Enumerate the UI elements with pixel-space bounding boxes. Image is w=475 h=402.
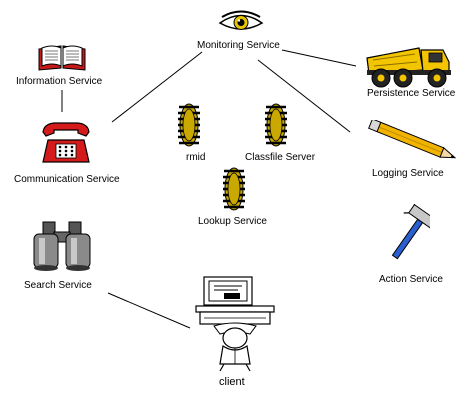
edge-monitoring-persistence [281,49,357,67]
dump-truck-icon [366,47,451,88]
node-label-logging: Logging Service [372,168,444,179]
node-label-search: Search Service [24,280,92,291]
node-label-classfile: Classfile Server [245,152,316,163]
node-label-rmid: rmid [186,152,206,163]
gear-icon [178,103,200,147]
node-label-action: Action Service [379,274,443,285]
node-label-monitoring: Monitoring Service [197,40,280,51]
edge-monitoring-communication [111,51,203,123]
edge-search-client [107,292,191,329]
computer-user-icon [195,276,275,372]
open-book-icon [38,45,86,71]
telephone-icon [42,122,90,163]
edge-monitoring-logging [257,59,351,133]
node-label-persistence: Persistence Service [367,88,456,99]
pencil-icon [368,120,457,159]
gear-icon [265,103,287,147]
eye-icon [218,10,264,30]
binoculars-icon [33,221,91,271]
node-label-client: client [219,376,245,388]
node-label-information: Information Service [16,76,103,87]
node-label-lookup: Lookup Service [198,216,267,227]
hammer-icon [392,204,430,260]
node-label-communication: Communication Service [14,174,120,185]
gear-icon [223,167,245,211]
